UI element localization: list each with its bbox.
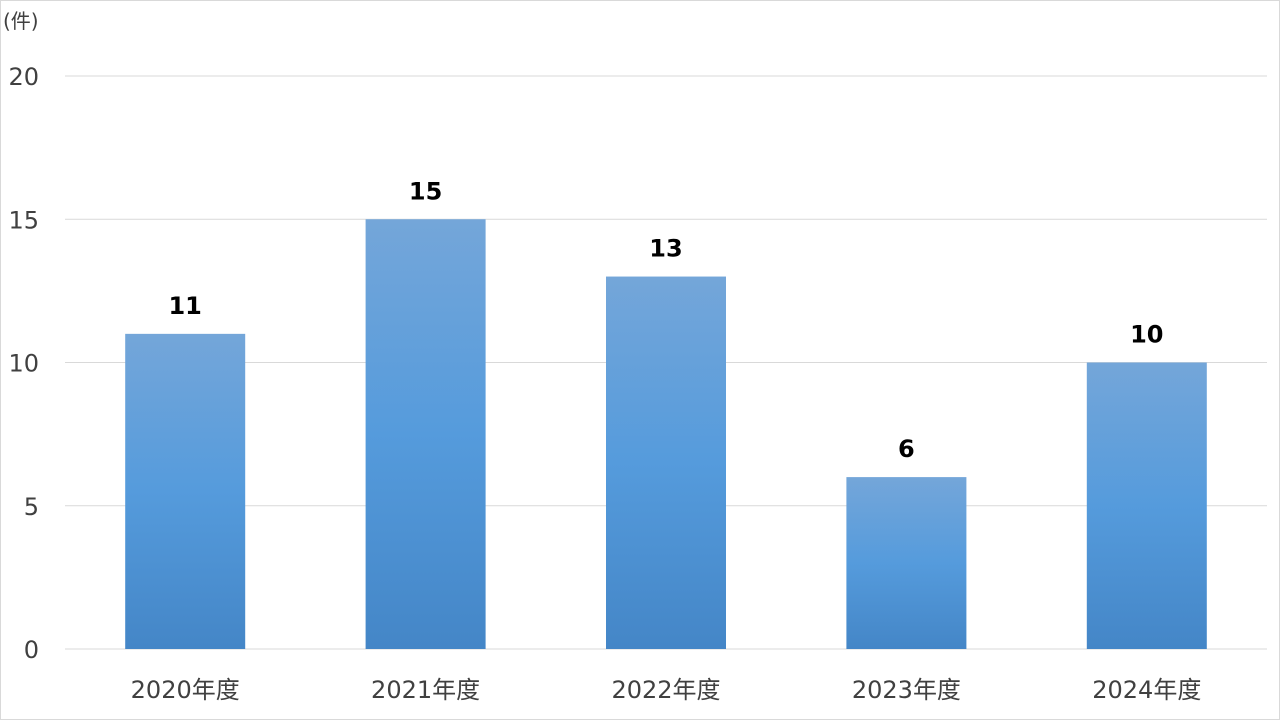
data-label: 6 <box>898 435 915 463</box>
x-category-label: 2021年度 <box>371 676 480 704</box>
bar <box>606 276 726 649</box>
bar <box>125 333 246 649</box>
data-label: 10 <box>1130 321 1163 349</box>
y-tick-label: 0 <box>24 636 39 664</box>
x-axis-categories: 2020年度 2021年度 2022年度 2023年度 2024年度 <box>131 676 1202 704</box>
y-tick-label: 15 <box>8 206 39 234</box>
bars <box>125 219 1207 649</box>
y-axis-unit-label: (件) <box>3 9 39 33</box>
y-tick-label: 20 <box>8 63 39 91</box>
y-tick-label: 5 <box>24 493 39 521</box>
data-label: 13 <box>649 235 682 263</box>
x-category-label: 2020年度 <box>131 676 240 704</box>
y-tick-label: 10 <box>8 350 39 378</box>
bar <box>1086 362 1207 649</box>
y-axis-ticks: 0 5 10 15 20 <box>8 63 39 664</box>
data-label: 11 <box>168 292 201 320</box>
x-category-label: 2024年度 <box>1092 676 1201 704</box>
bar <box>846 477 967 649</box>
bar <box>365 219 486 649</box>
x-category-label: 2022年度 <box>611 676 720 704</box>
data-labels: 11 15 13 6 10 <box>168 177 1163 463</box>
x-category-label: 2023年度 <box>852 676 961 704</box>
data-label: 15 <box>409 177 442 205</box>
